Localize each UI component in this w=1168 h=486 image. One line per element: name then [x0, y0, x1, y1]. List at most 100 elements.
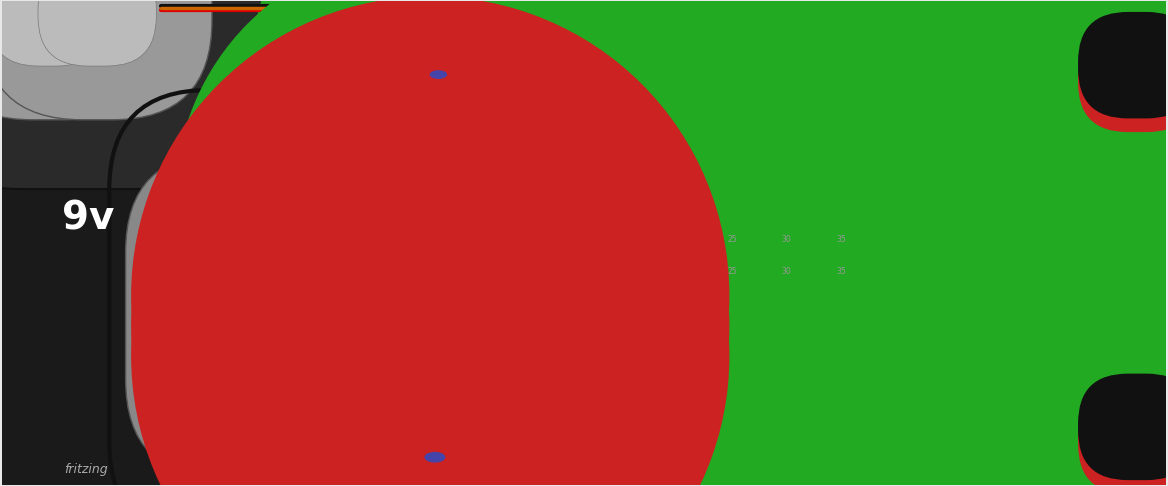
Circle shape [273, 0, 712, 393]
Circle shape [611, 69, 1049, 486]
Circle shape [828, 0, 1168, 419]
Circle shape [742, 0, 1168, 419]
Circle shape [480, 0, 919, 284]
Circle shape [371, 0, 811, 340]
Circle shape [394, 0, 832, 284]
Circle shape [502, 149, 940, 486]
Circle shape [425, 122, 864, 486]
Circle shape [361, 0, 799, 393]
Circle shape [251, 0, 690, 284]
Circle shape [850, 208, 1168, 486]
Circle shape [394, 122, 832, 486]
Circle shape [339, 221, 778, 486]
Text: Power supply Extension: Power supply Extension [851, 450, 1076, 468]
Circle shape [752, 175, 1168, 486]
Circle shape [621, 122, 1061, 486]
Circle shape [785, 69, 1168, 486]
Circle shape [568, 0, 1006, 393]
Circle shape [339, 0, 778, 393]
Circle shape [535, 0, 973, 419]
Circle shape [676, 0, 1114, 298]
Circle shape [131, 27, 729, 486]
Circle shape [904, 0, 1168, 366]
Circle shape [470, 221, 908, 486]
Circle shape [568, 7, 1006, 446]
Circle shape [926, 221, 1168, 486]
Circle shape [599, 0, 1038, 419]
Text: 1000uF: 1000uF [266, 269, 331, 284]
Circle shape [513, 221, 952, 486]
FancyBboxPatch shape [348, 119, 569, 347]
Circle shape [589, 208, 1028, 486]
Circle shape [480, 0, 919, 419]
Circle shape [894, 7, 1168, 446]
Circle shape [773, 208, 1168, 486]
Circle shape [730, 0, 1168, 366]
Circle shape [568, 0, 1006, 366]
Circle shape [632, 69, 1071, 486]
Circle shape [328, 0, 766, 340]
Circle shape [773, 221, 1168, 486]
Circle shape [818, 0, 1168, 340]
Circle shape [458, 0, 897, 340]
Circle shape [719, 122, 1159, 486]
Circle shape [425, 0, 864, 366]
Circle shape [632, 208, 1071, 486]
Circle shape [306, 69, 745, 486]
Circle shape [730, 0, 1168, 284]
Circle shape [371, 0, 811, 419]
Circle shape [502, 208, 940, 486]
Circle shape [415, 149, 854, 486]
Circle shape [131, 57, 729, 486]
Circle shape [687, 69, 1126, 486]
Circle shape [447, 149, 887, 486]
Circle shape [404, 208, 842, 486]
Circle shape [654, 208, 1093, 486]
Circle shape [644, 221, 1082, 486]
Circle shape [839, 96, 1168, 486]
Circle shape [926, 175, 1168, 486]
Circle shape [535, 0, 973, 284]
Circle shape [676, 69, 1114, 486]
Circle shape [284, 221, 723, 486]
Circle shape [644, 208, 1082, 486]
Circle shape [491, 0, 930, 340]
Circle shape [818, 7, 1168, 446]
Circle shape [806, 96, 1168, 486]
Circle shape [894, 149, 1168, 486]
Circle shape [328, 0, 766, 284]
Circle shape [470, 96, 908, 486]
Bar [430, 61, 1155, 69]
Circle shape [251, 122, 690, 486]
Circle shape [839, 0, 1168, 393]
Circle shape [709, 96, 1147, 486]
Circle shape [654, 0, 1093, 298]
Circle shape [785, 149, 1168, 486]
Circle shape [850, 0, 1168, 340]
Text: 15: 15 [619, 267, 628, 277]
Circle shape [915, 0, 1168, 284]
FancyBboxPatch shape [231, 0, 1168, 486]
Circle shape [349, 122, 788, 486]
Circle shape [785, 208, 1168, 486]
Circle shape [263, 0, 701, 419]
Circle shape [850, 0, 1168, 419]
Circle shape [437, 0, 875, 419]
Circle shape [224, 264, 290, 330]
Circle shape [480, 0, 919, 298]
Circle shape [828, 0, 1168, 298]
Circle shape [339, 0, 778, 298]
Circle shape [273, 7, 712, 446]
Circle shape [296, 149, 734, 486]
Circle shape [599, 0, 1038, 393]
Circle shape [556, 208, 995, 486]
Circle shape [578, 96, 1016, 486]
Circle shape [415, 0, 854, 419]
Circle shape [687, 0, 1126, 298]
Circle shape [382, 208, 821, 486]
Circle shape [665, 175, 1104, 486]
Circle shape [339, 149, 778, 486]
Circle shape [284, 7, 723, 446]
Circle shape [894, 221, 1168, 486]
Text: I: I [459, 364, 461, 373]
